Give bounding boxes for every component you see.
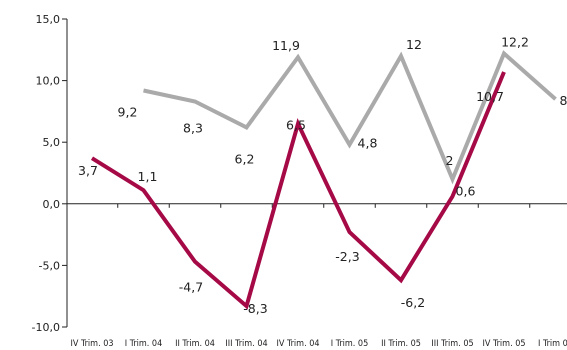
x-tick-label: I Trim. 04 [125, 339, 163, 349]
data-label: -2,3 [335, 249, 359, 264]
data-label: 6,5 [286, 118, 306, 133]
series-line-1 [143, 50, 557, 185]
data-label: 12,2 [501, 34, 529, 49]
x-tick-label: I Trim. 05 [331, 339, 369, 349]
y-tick-label: 15,0 [36, 13, 61, 26]
y-tick-label: -10,0 [32, 321, 60, 334]
x-tick-label: II Trim. 04 [175, 339, 215, 349]
y-tick-label: 10,0 [36, 75, 61, 88]
x-tick-label: I Trim 06 [538, 339, 567, 349]
data-label: 1,1 [138, 169, 158, 184]
x-tick-label: IV Trim. 04 [276, 339, 319, 349]
data-label: -8,3 [243, 301, 267, 316]
data-label: 9,2 [118, 104, 138, 119]
data-label: -6,2 [401, 295, 425, 310]
y-tick-label: 0,0 [43, 198, 61, 211]
data-label: 8,3 [183, 121, 203, 136]
x-tick-label: III Trim. 04 [225, 339, 267, 349]
y-axis-tick-labels: 15,0 10,0 5,0 0,0 -5,0 -10,0 [32, 13, 60, 334]
series-lines [90, 50, 557, 310]
x-tick-label: IV Trim. 05 [482, 339, 525, 349]
x-tick-label: II Trim. 05 [381, 339, 421, 349]
data-label: 3,7 [78, 163, 98, 178]
data-label: -4,7 [179, 280, 203, 295]
data-label: 0,6 [456, 183, 476, 198]
x-tick-label: IV Trim. 03 [70, 339, 113, 349]
y-tick-label: 5,0 [43, 136, 61, 149]
data-label: 8,5 [560, 93, 567, 108]
y-tick-label: -5,0 [39, 259, 60, 272]
data-label: 11,9 [272, 38, 300, 53]
data-label: 4,8 [358, 136, 378, 151]
data-label: 12 [406, 37, 422, 52]
x-tick-label: III Trim. 05 [431, 339, 473, 349]
series-line-2 [90, 71, 506, 310]
chart-axes [62, 18, 567, 328]
x-axis-tick-labels: IV Trim. 03 I Trim. 04 II Trim. 04 III Trim… [70, 339, 567, 349]
data-label: 2 [446, 153, 454, 168]
data-labels: 9,2 8,3 6,2 11,9 4,8 12 2 12,2 8,5 3,7 1,1 -4,7 -8,3… [78, 34, 567, 316]
data-label: 10,7 [476, 89, 504, 104]
data-label: 6,2 [235, 151, 255, 166]
